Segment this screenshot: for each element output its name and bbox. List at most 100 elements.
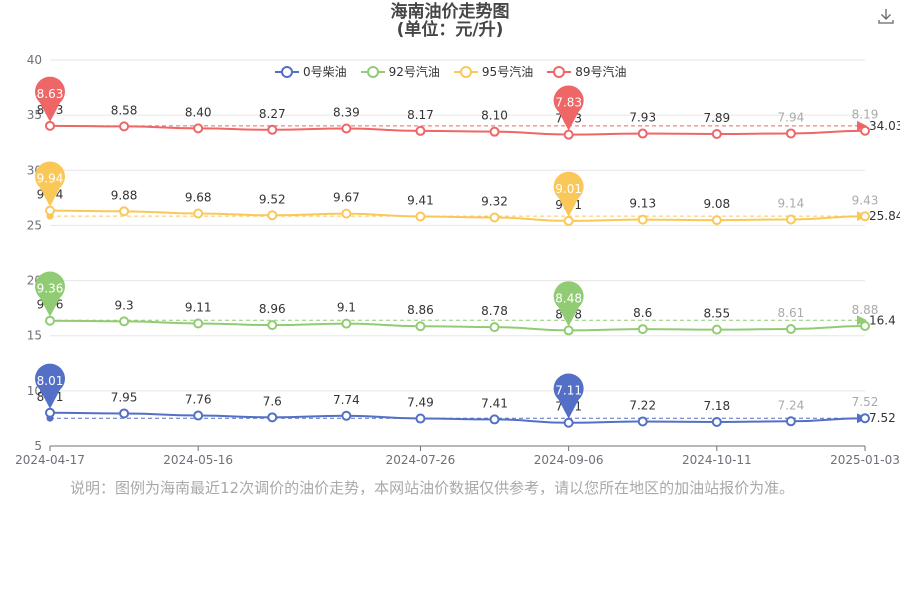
x-tick-label: 2024-10-11 [682,453,752,467]
legend-label: 95号汽油 [481,65,534,79]
data-label-2-11: 9.43 [852,193,879,207]
data-label-3-6: 8.10 [481,109,508,123]
data-label-0-11: 7.52 [852,395,879,409]
data-label-0-8: 7.22 [629,399,656,413]
y-tick-label: 35 [27,108,42,122]
data-point-1-11 [860,321,870,332]
data-point-0-9 [711,416,722,427]
data-point-1-0 [45,315,55,326]
data-point-3-2 [193,123,204,134]
min-1-marker [553,281,584,327]
data-point-1-5 [415,321,426,332]
download-icon[interactable] [876,6,896,26]
data-label-0-6: 7.41 [481,396,508,410]
data-label-3-4: 8.39 [333,105,360,119]
min-0-marker [553,373,584,419]
data-point-2-6 [489,212,500,223]
data-label-2-1: 9.88 [111,188,138,202]
avg-line-arrow-3 [857,120,867,131]
data-point-1-4 [341,318,352,329]
min-0-marker-label: 7.11 [555,384,582,398]
data-label-0-10: 7.24 [778,398,805,412]
min-2-marker-label: 9.01 [555,182,582,196]
data-point-0-3 [267,412,278,423]
data-label-2-3: 9.52 [259,192,286,206]
avg-label-1: 16.4 [869,313,896,327]
legend-item-2[interactable]: 95号汽油 [453,63,534,80]
data-label-3-9: 7.89 [703,111,730,125]
y-tick-label: 40 [27,53,42,67]
max-3-marker-label: 8.63 [37,87,64,101]
data-label-1-4: 9.1 [337,301,356,315]
avg-label-2: 25.84 [869,209,900,223]
data-label-2-4: 9.67 [333,191,360,205]
data-point-1-3 [267,320,278,331]
data-point-1-8 [637,324,648,335]
data-point-1-10 [785,323,796,334]
data-label-3-10: 7.94 [778,110,805,124]
max-0-marker [35,363,65,409]
data-label-1-9: 8.55 [703,307,730,321]
legend-symbol-icon [547,65,572,78]
min-1-marker-label: 8.48 [555,291,582,305]
data-label-1-10: 8.61 [778,306,805,320]
max-2-marker-label: 9.94 [37,172,64,186]
legend-item-3[interactable]: 89号汽油 [547,63,626,80]
data-label-0-3: 7.6 [263,394,282,408]
max-1-marker [35,271,65,317]
max-2-marker [35,161,65,207]
data-point-1-2 [193,318,204,329]
data-label-1-11: 8.88 [852,303,879,317]
data-point-3-6 [489,126,500,137]
data-label-2-9: 9.08 [703,197,730,211]
min-2-marker [553,171,584,217]
max-0-marker-label: 8.01 [37,374,64,388]
data-point-3-10 [785,128,796,139]
data-point-2-10 [785,214,796,225]
data-point-0-11 [860,413,870,424]
avg-line-arrow-1 [857,315,867,326]
data-label-0-5: 7.49 [407,396,434,410]
data-point-0-2 [193,410,204,421]
data-point-0-1 [119,408,130,419]
legend-item-0[interactable]: 0号柴油 [275,63,347,80]
data-label-1-6: 8.78 [481,304,508,318]
data-point-0-0 [45,407,55,418]
series-line-1 [49,319,866,332]
data-point-1-1 [119,316,130,327]
data-point-3-4 [341,123,352,134]
data-label-3-11: 8.19 [852,108,879,122]
data-point-0-4 [341,410,352,421]
data-point-2-2 [193,208,204,219]
data-label-3-5: 8.17 [407,108,434,122]
data-point-2-5 [415,211,426,222]
legend-label: 89号汽油 [575,65,627,79]
chart-subtitle: (单位：元/升) [396,20,504,40]
data-point-3-9 [711,129,722,140]
legend-symbol-icon [360,65,385,78]
data-point-2-1 [119,206,130,217]
y-tick-label: 25 [27,218,42,232]
x-tick-label: 2024-07-26 [386,453,456,467]
data-label-1-1: 9.3 [115,298,134,312]
data-point-0-10 [785,416,796,427]
x-tick-label: 2024-09-06 [534,453,604,467]
data-label-0-1: 7.95 [111,390,138,404]
avg-label-3: 34.03 [869,119,900,133]
data-point-2-7 [563,215,574,226]
x-tick-label: 2025-01-03 [830,453,900,467]
data-point-0-6 [489,414,500,425]
x-tick-label: 2024-04-17 [15,453,85,467]
data-point-3-1 [119,121,130,132]
data-point-2-8 [637,214,648,225]
data-point-0-7 [563,417,574,428]
series-line-0 [49,411,866,424]
data-point-3-3 [267,124,278,135]
legend-item-1[interactable]: 92号汽油 [360,63,440,80]
data-point-2-4 [341,208,352,219]
data-label-2-8: 9.13 [629,197,656,211]
data-label-0-4: 7.74 [333,393,360,407]
data-point-2-3 [267,210,278,221]
max-1-marker-label: 9.36 [37,282,64,296]
data-label-1-2: 9.11 [185,300,212,314]
